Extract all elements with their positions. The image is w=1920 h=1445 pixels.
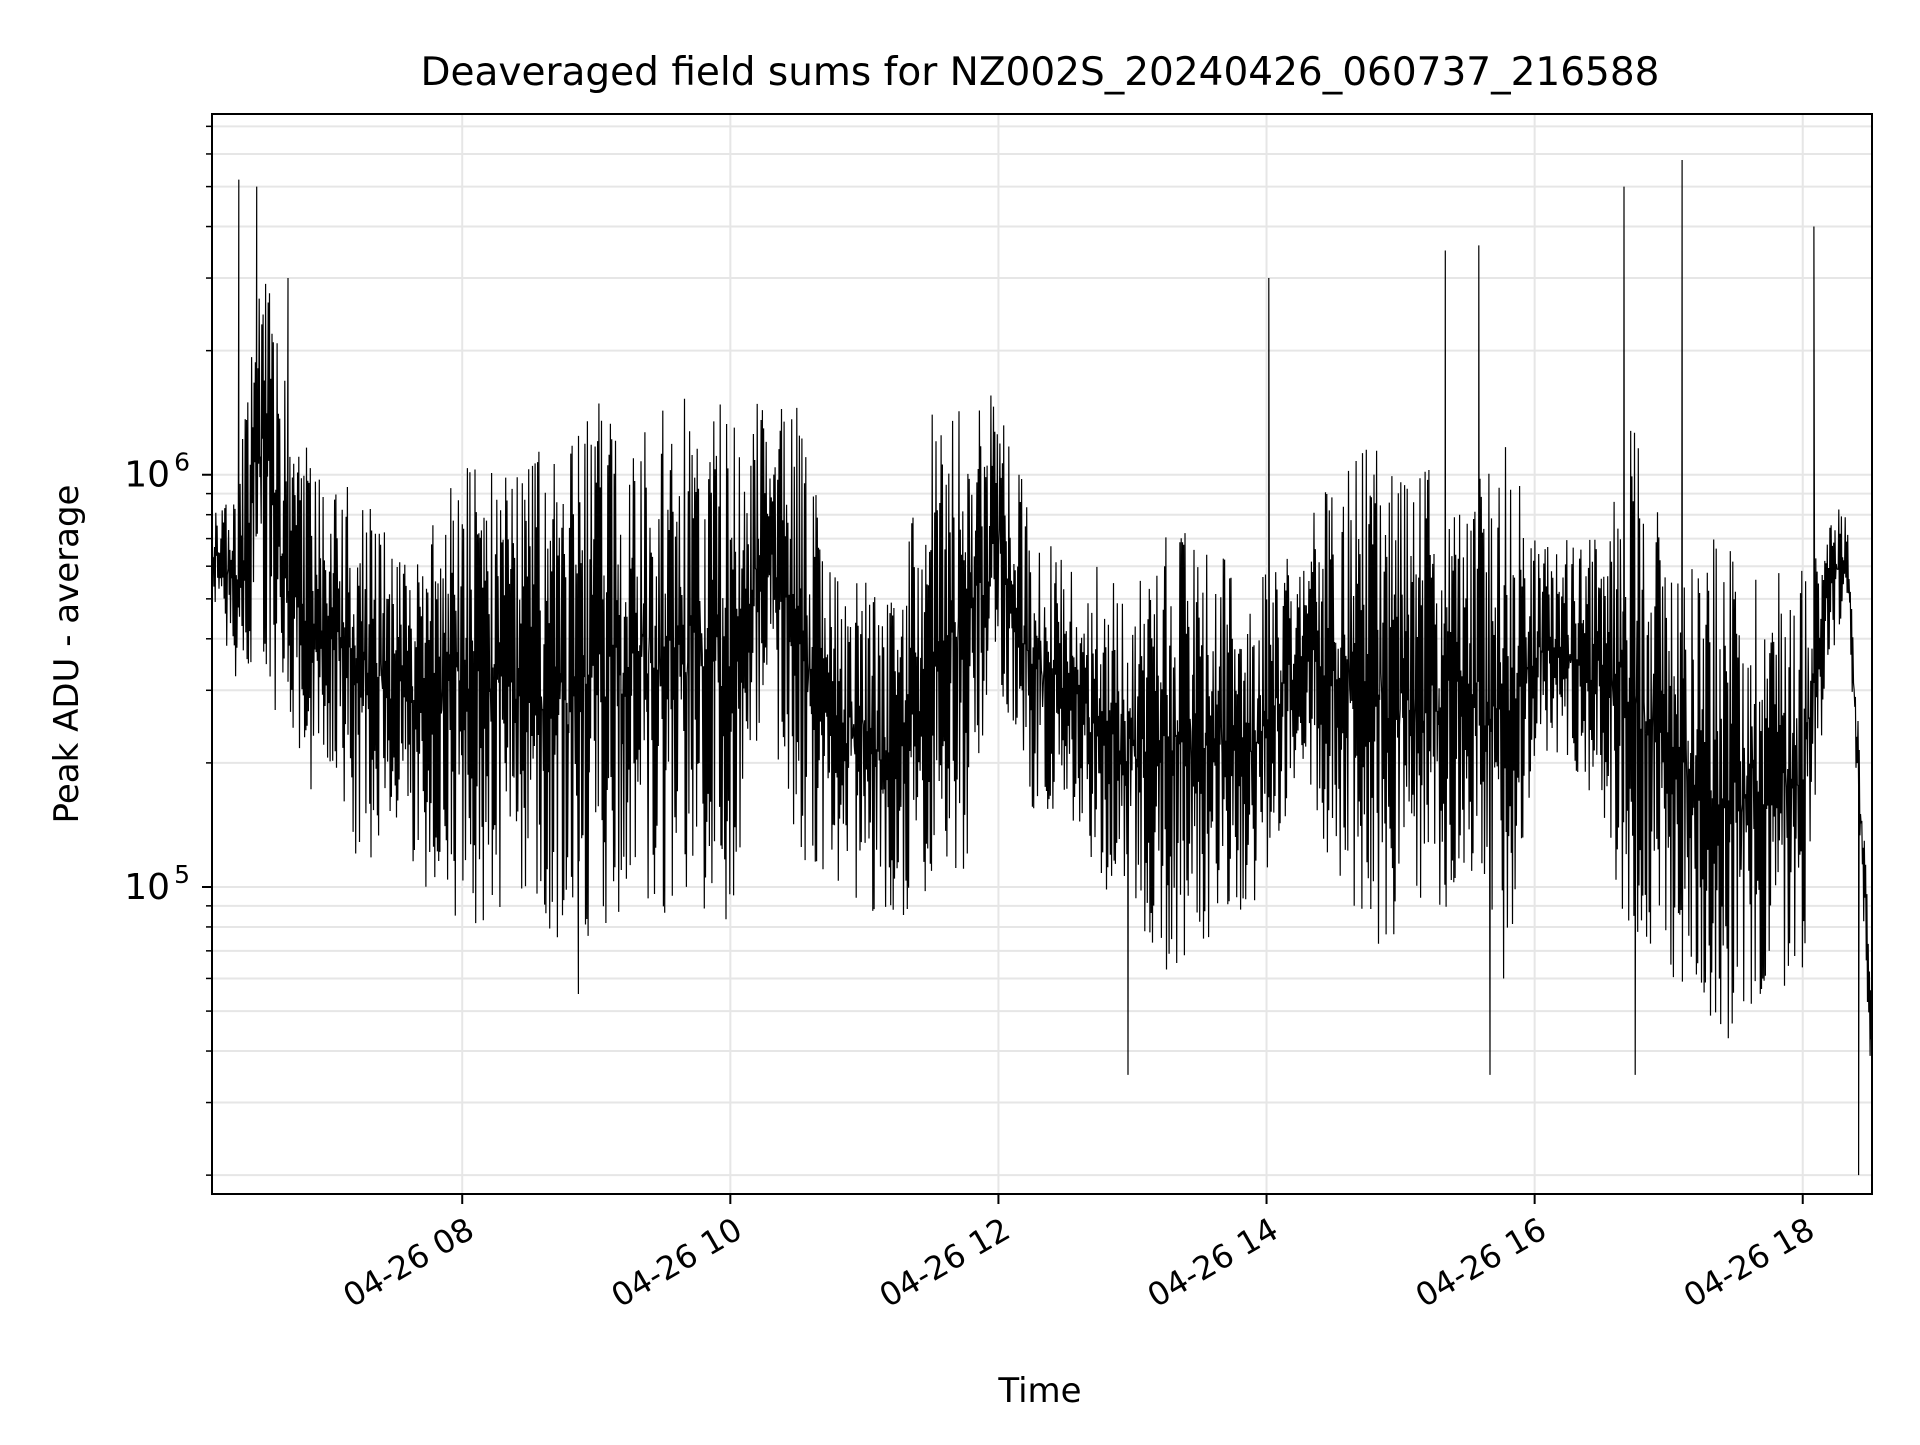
y-tick-exponent: 5 bbox=[174, 860, 190, 889]
plot-area bbox=[212, 159, 1872, 1176]
chart-title: Deaveraged field sums for NZ002S_2024042… bbox=[421, 50, 1660, 95]
plot-frame bbox=[211, 113, 1873, 1195]
y-tick-exponent: 6 bbox=[174, 448, 190, 477]
x-axis-label: Time bbox=[997, 1371, 1081, 1411]
y-tick-base: 10 bbox=[124, 455, 170, 496]
y-tick-label: 10 bbox=[124, 455, 170, 496]
series-line bbox=[212, 159, 1872, 1176]
y-tick-label: 10 bbox=[124, 867, 170, 908]
y-tick-base: 10 bbox=[124, 867, 170, 908]
y-axis-label: Peak ADU - average bbox=[47, 485, 87, 824]
